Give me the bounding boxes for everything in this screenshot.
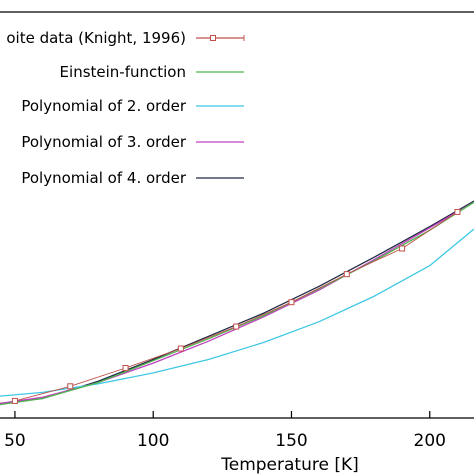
legend: oite data (Knight, 1996) Einstein-functio… <box>6 29 245 187</box>
legend-label-3: Polynomial of 3. order <box>21 133 186 151</box>
data-point-210 <box>454 208 461 215</box>
x-tick-label-200: 200 <box>414 431 446 451</box>
x-axis-title: Temperature [K] <box>220 455 359 474</box>
data-point-50 <box>11 397 18 404</box>
x-tick-label-50: 50 <box>4 431 26 451</box>
data-point-170 <box>343 271 350 278</box>
series-line-3 <box>0 201 474 405</box>
legend-label-1: Einstein-function <box>60 63 186 81</box>
series-line-4 <box>0 200 474 405</box>
series-line-1 <box>0 201 474 406</box>
legend-marker-0 <box>210 35 216 41</box>
legend-label-0: oite data (Knight, 1996) <box>6 29 186 47</box>
x-tick-label-100: 100 <box>137 431 169 451</box>
data-point-190 <box>399 245 406 252</box>
x-tick-label-150: 150 <box>275 431 307 451</box>
series-line-0 <box>14 211 458 402</box>
series-line-2 <box>0 228 474 397</box>
data-point-130 <box>233 323 240 330</box>
data-point-150 <box>288 299 295 306</box>
legend-label-4: Polynomial of 4. order <box>21 169 186 187</box>
data-point-110 <box>177 345 184 352</box>
plot-area: 50 100 150 200 <box>0 11 474 451</box>
legend-label-2: Polynomial of 2. order <box>21 97 186 115</box>
data-point-70 <box>67 383 74 390</box>
data-point-90 <box>122 365 129 372</box>
